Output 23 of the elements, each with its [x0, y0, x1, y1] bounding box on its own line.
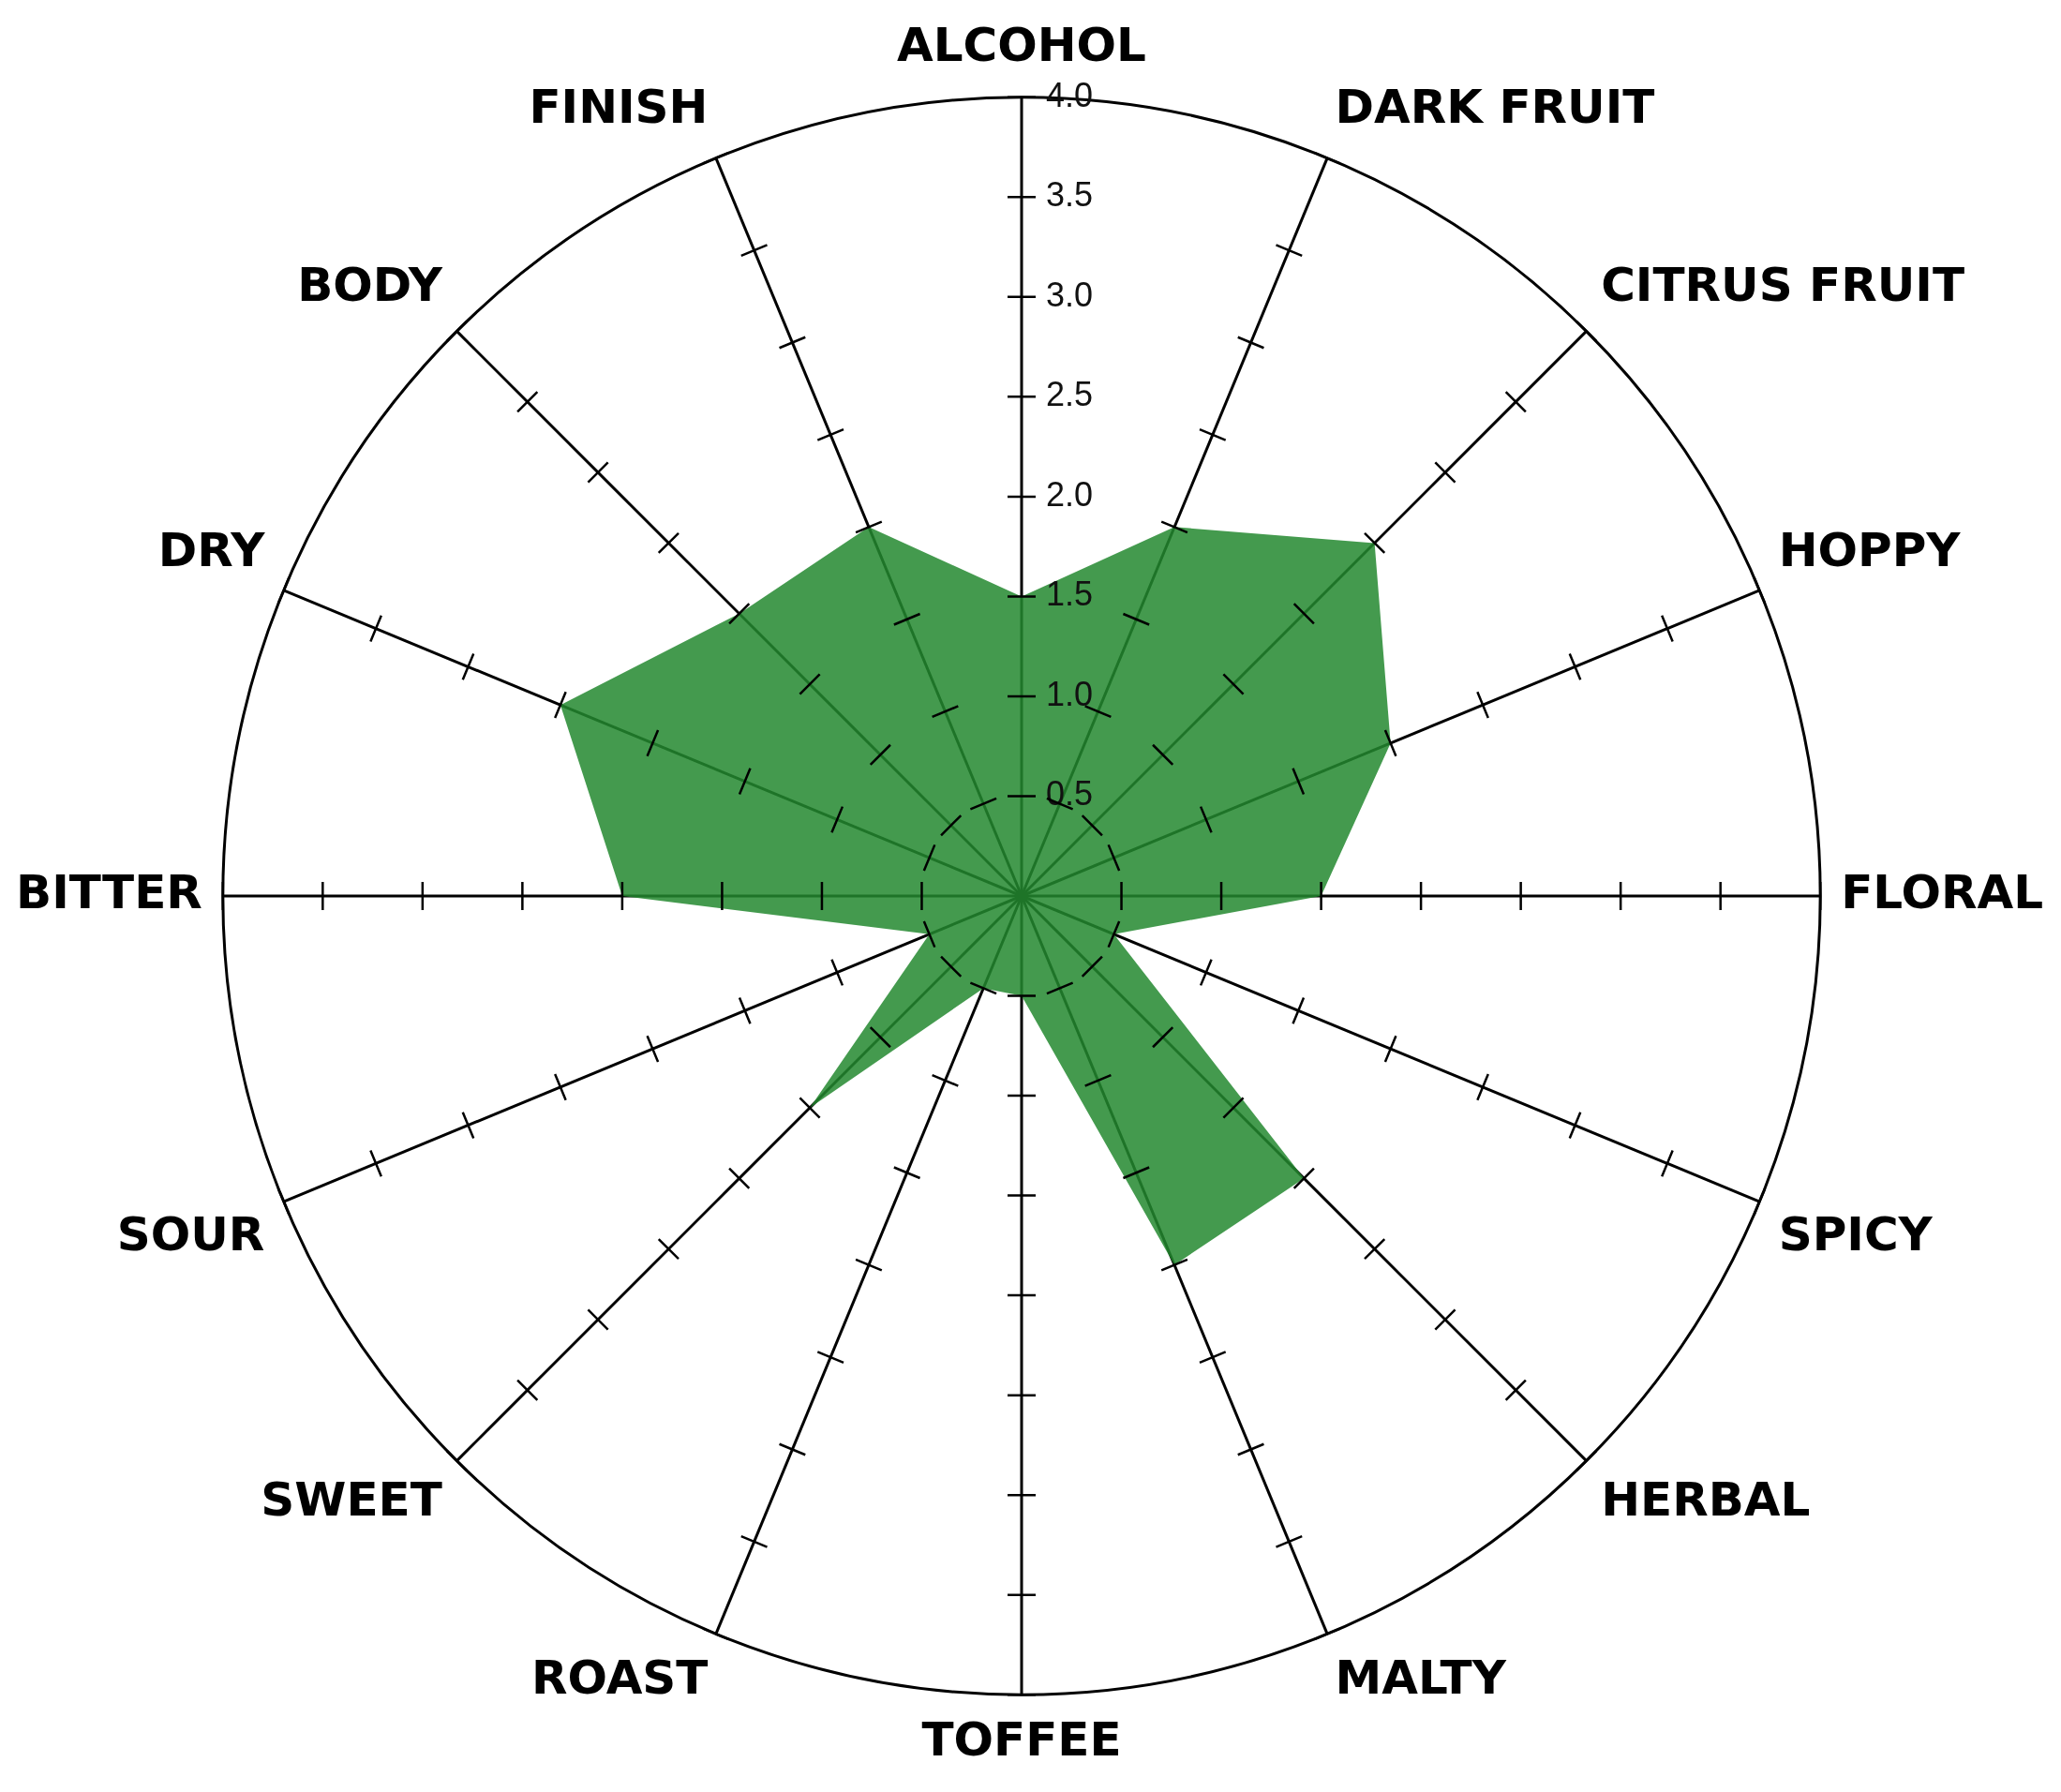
spoke-label: HERBAL	[1601, 1472, 1811, 1528]
spoke-label: MALTY	[1335, 1650, 1507, 1705]
y-tick-label: 3.0	[1046, 275, 1094, 314]
y-tick-label: 1.0	[1046, 674, 1094, 713]
y-tick-label: 0.5	[1046, 774, 1094, 814]
spoke-label: ROAST	[530, 1650, 709, 1705]
y-tick-label: 3.5	[1046, 175, 1094, 215]
spoke-label: SPICY	[1778, 1206, 1934, 1262]
spoke-label: TOFFEE	[921, 1712, 1122, 1768]
spoke-label: DARK FRUIT	[1335, 80, 1655, 135]
y-tick-label: 2.5	[1046, 375, 1094, 414]
spoke-label: BODY	[297, 257, 443, 312]
spoke-label: SOUR	[116, 1206, 265, 1262]
spoke-label: SWEET	[261, 1472, 442, 1528]
spoke-label: FINISH	[529, 80, 709, 135]
spoke-label: FLORAL	[1841, 864, 2043, 919]
spoke-label: BITTER	[16, 864, 202, 919]
spoke-label: HOPPY	[1778, 523, 1962, 578]
y-tick-label: 1.5	[1046, 575, 1094, 614]
y-tick-label: 2.0	[1046, 474, 1094, 514]
spoke-label: CITRUS FRUIT	[1601, 257, 1965, 312]
spoke-label: DRY	[157, 523, 266, 578]
spoke-label: ALCOHOL	[897, 17, 1146, 72]
